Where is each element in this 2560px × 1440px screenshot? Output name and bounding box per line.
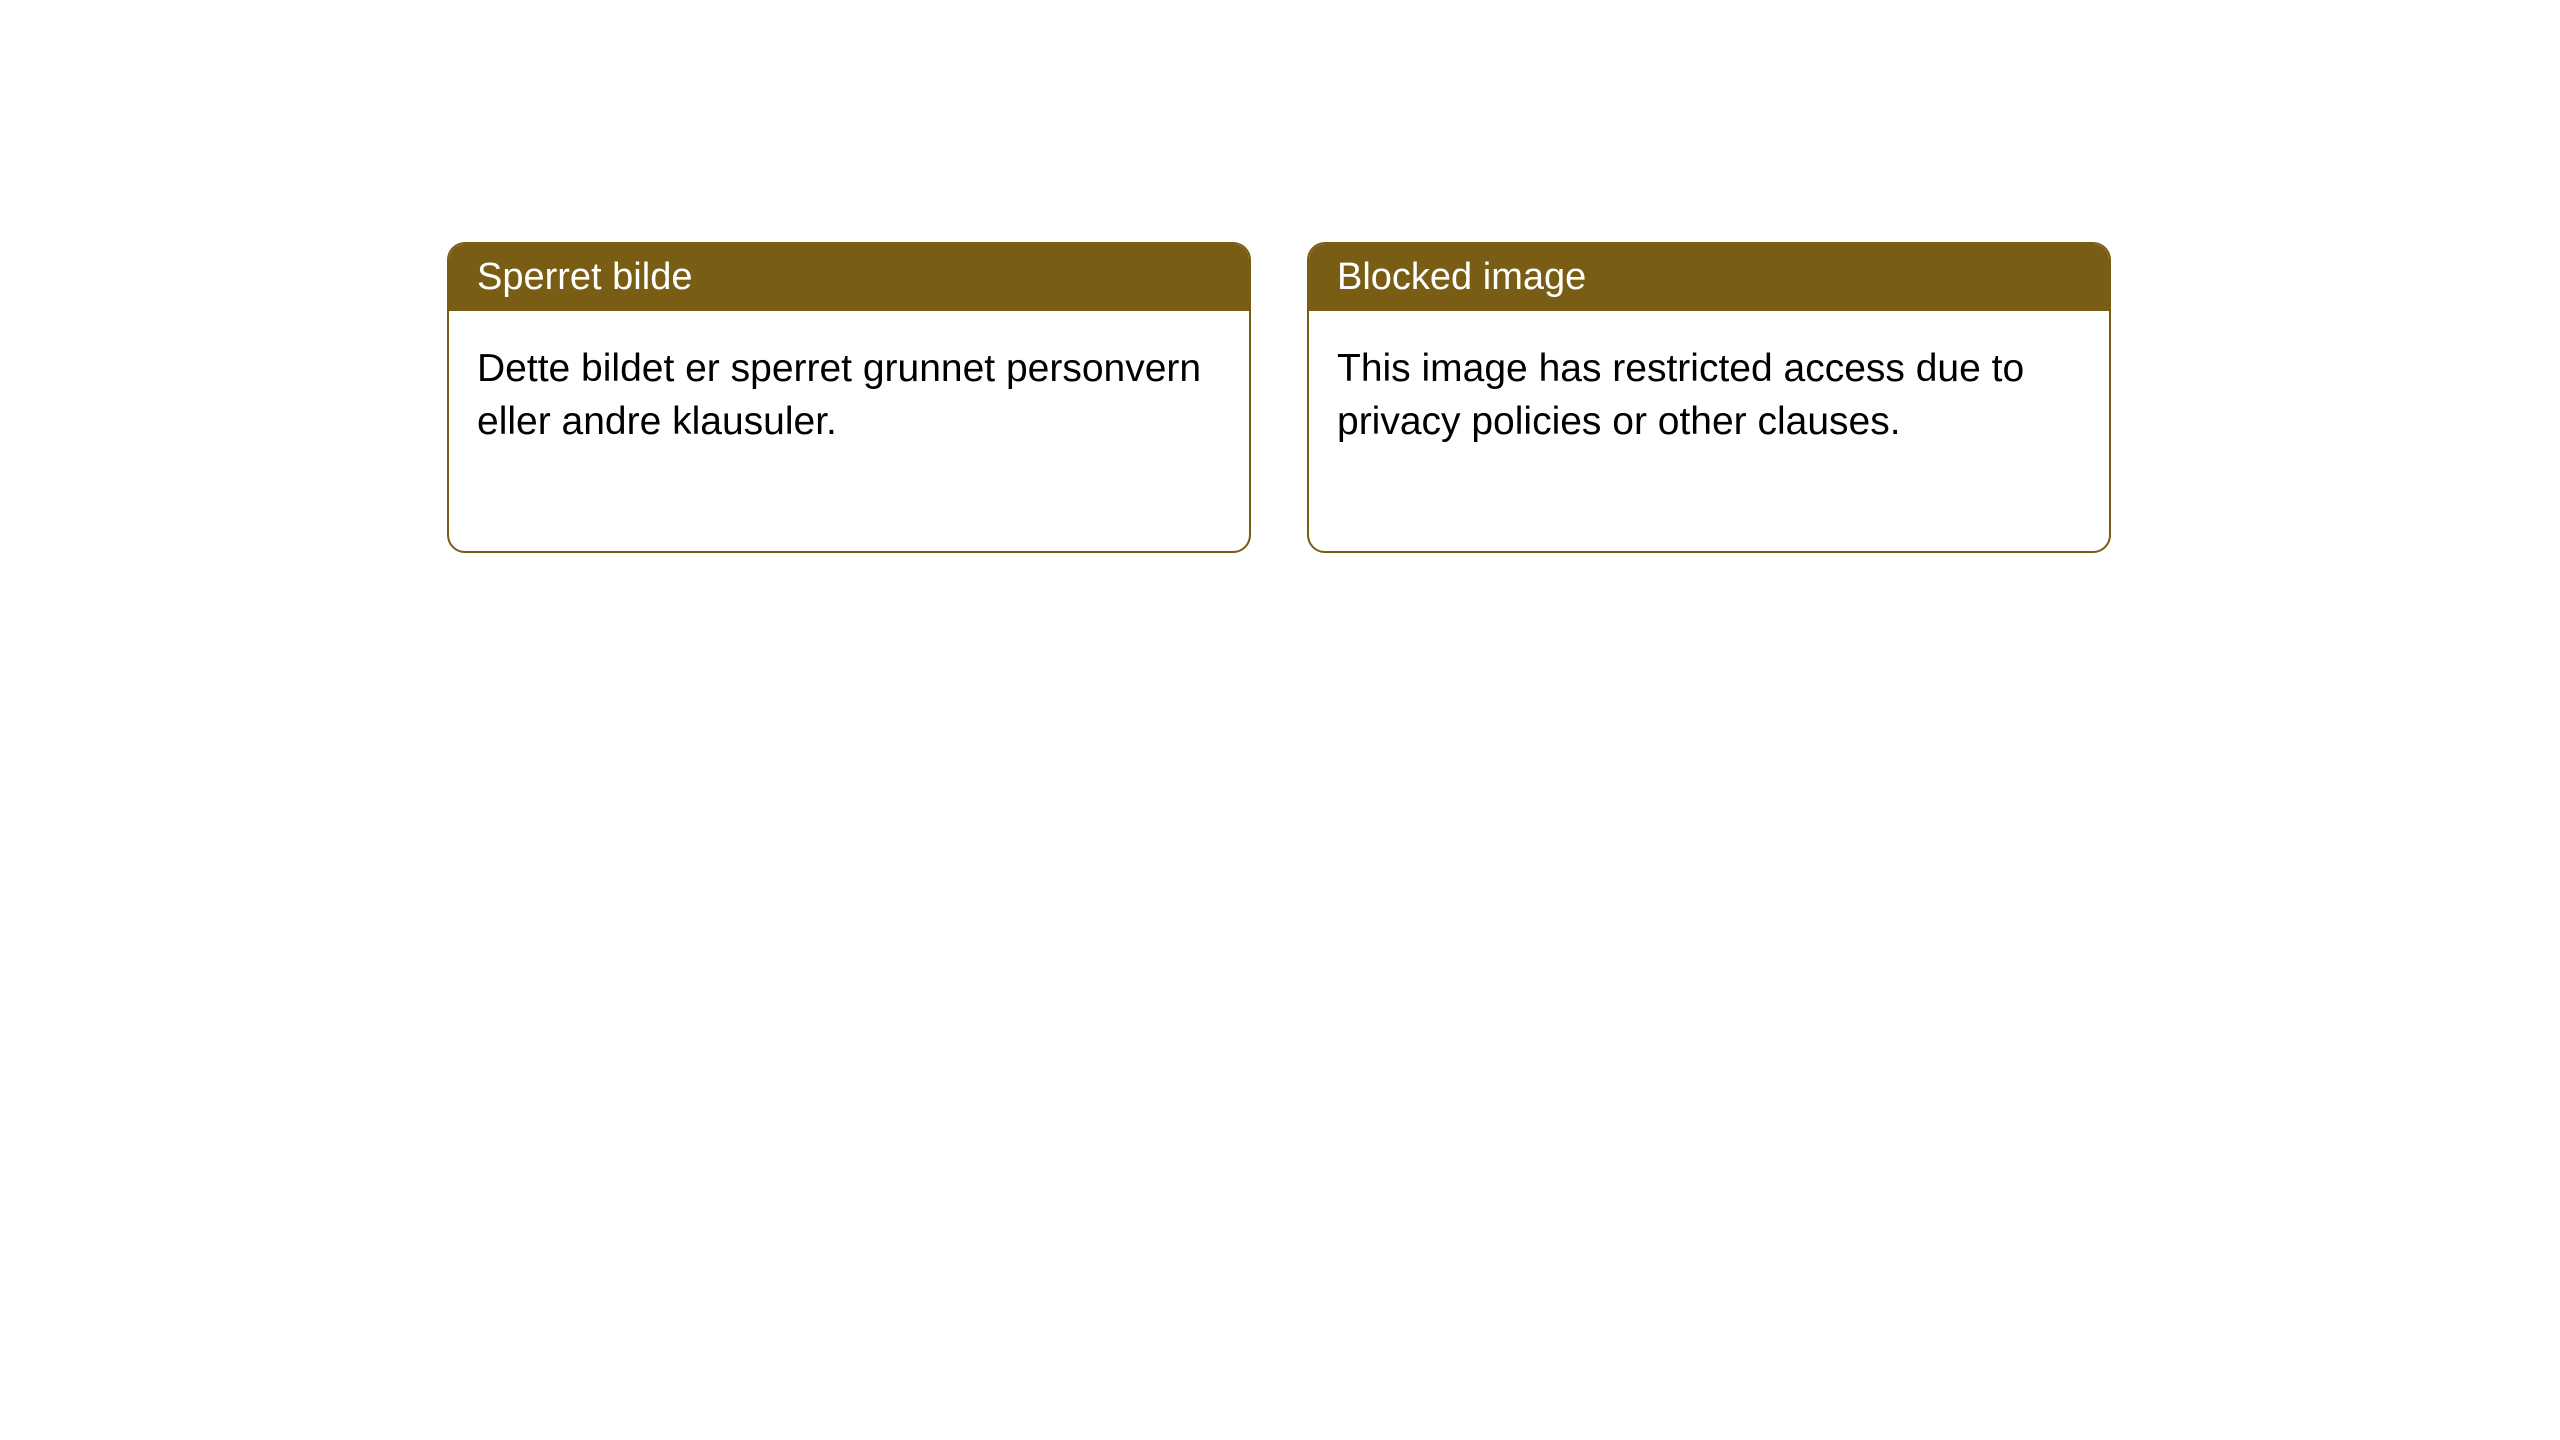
- notice-card-english: Blocked image This image has restricted …: [1307, 242, 2111, 553]
- notice-text-english: This image has restricted access due to …: [1337, 347, 2024, 443]
- notice-title-norwegian: Sperret bilde: [477, 256, 692, 298]
- notice-header-english: Blocked image: [1309, 244, 2109, 311]
- notice-title-english: Blocked image: [1337, 256, 1586, 298]
- notice-card-norwegian: Sperret bilde Dette bildet er sperret gr…: [447, 242, 1251, 553]
- notice-text-norwegian: Dette bildet er sperret grunnet personve…: [477, 347, 1201, 443]
- notice-body-english: This image has restricted access due to …: [1309, 311, 2109, 551]
- notice-body-norwegian: Dette bildet er sperret grunnet personve…: [449, 311, 1249, 551]
- notice-container: Sperret bilde Dette bildet er sperret gr…: [447, 242, 2111, 553]
- notice-header-norwegian: Sperret bilde: [449, 244, 1249, 311]
